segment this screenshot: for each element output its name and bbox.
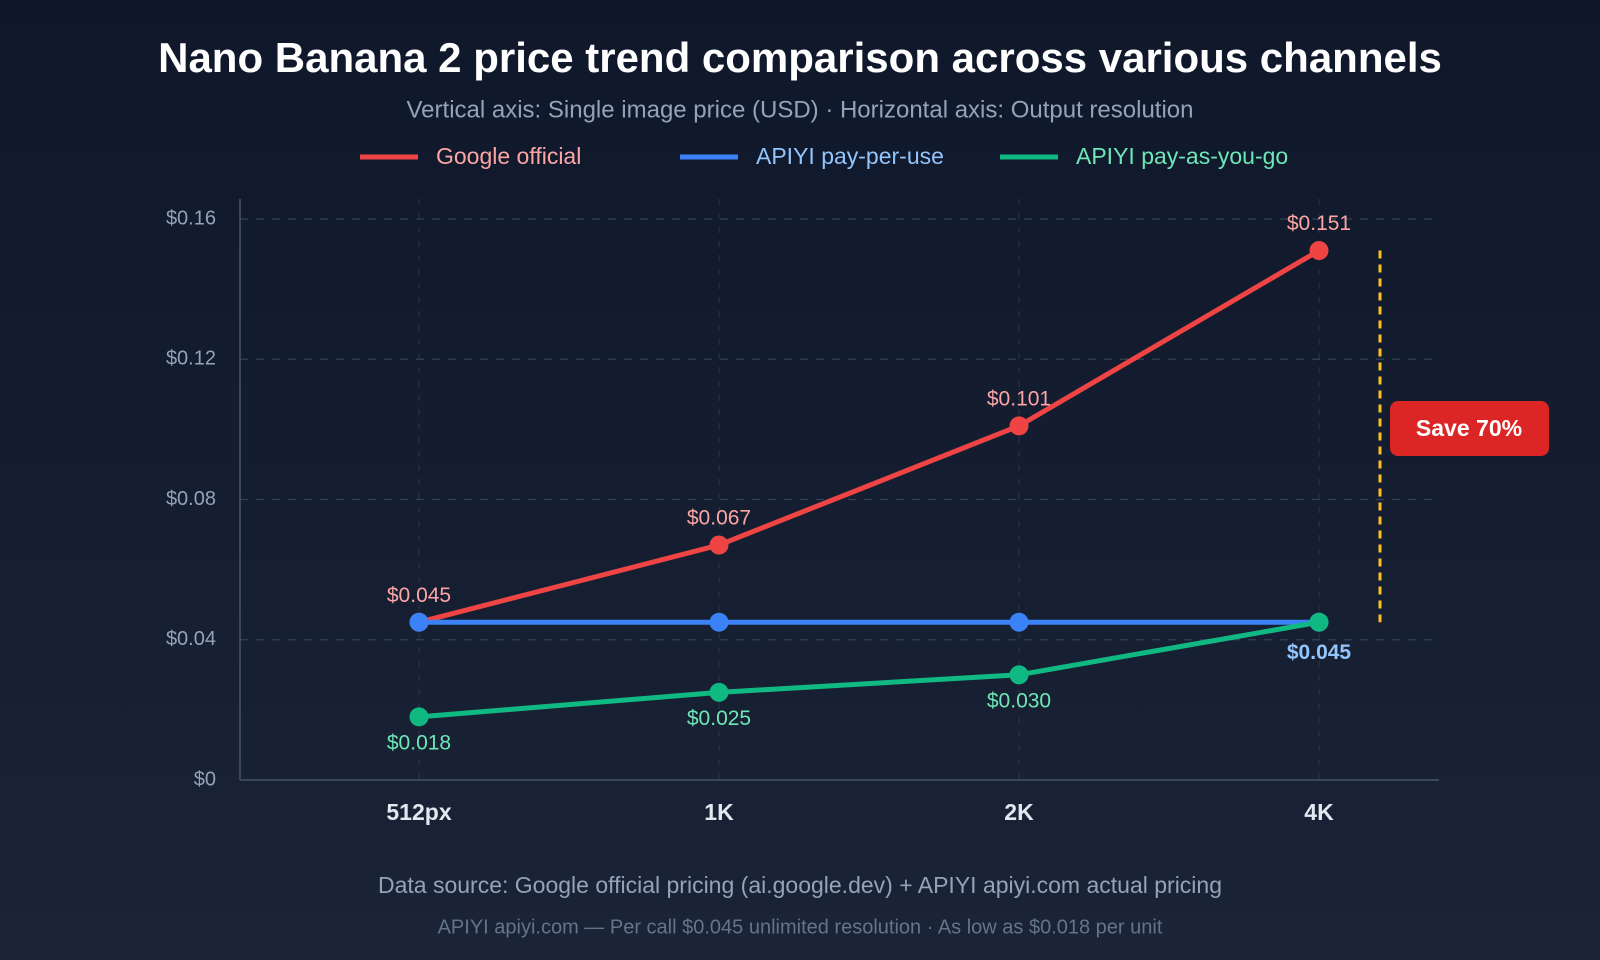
data-label: $0.151 (1287, 212, 1351, 235)
data-point (709, 535, 729, 555)
legend-label: APIYI pay-as-you-go (1076, 143, 1288, 169)
savings-label: Save 70% (1416, 415, 1522, 441)
chart-subtitle: Vertical axis: Single image price (USD) … (407, 96, 1194, 123)
data-point (709, 612, 729, 632)
x-tick-label: 512px (386, 799, 451, 825)
data-point (1309, 612, 1329, 632)
x-tick-label: 4K (1304, 799, 1334, 825)
y-tick-label: $0 (194, 768, 216, 790)
data-point (709, 682, 729, 702)
y-tick-label: $0.04 (166, 628, 216, 650)
data-point (409, 612, 429, 632)
data-point (409, 707, 429, 727)
data-label: $0.018 (387, 731, 451, 754)
data-point (1309, 241, 1329, 261)
y-tick-label: $0.16 (166, 207, 216, 229)
x-tick-label: 2K (1004, 799, 1034, 825)
source-note: Data source: Google official pricing (ai… (378, 872, 1222, 898)
data-label: $0.101 (987, 387, 1051, 410)
data-label: $0.067 (687, 507, 751, 530)
data-point (1009, 416, 1029, 436)
data-label: $0.045 (387, 584, 451, 607)
data-label: $0.030 (987, 689, 1051, 712)
data-point (1009, 612, 1029, 632)
chart-title: Nano Banana 2 price trend comparison acr… (158, 34, 1442, 81)
legend-label: APIYI pay-per-use (756, 143, 944, 169)
x-tick-label: 1K (704, 799, 734, 825)
savings-badge (1390, 401, 1549, 456)
y-tick-label: $0.12 (166, 348, 216, 370)
data-label: $0.025 (687, 707, 751, 730)
legend-label: Google official (436, 143, 581, 169)
data-label: $0.045 (1287, 641, 1352, 664)
series-line (418, 248, 1321, 625)
y-tick-label: $0.08 (166, 488, 216, 510)
data-point (1009, 665, 1029, 685)
series-line (418, 619, 1320, 720)
footnote: APIYI apiyi.com — Per call $0.045 unlimi… (438, 916, 1163, 938)
